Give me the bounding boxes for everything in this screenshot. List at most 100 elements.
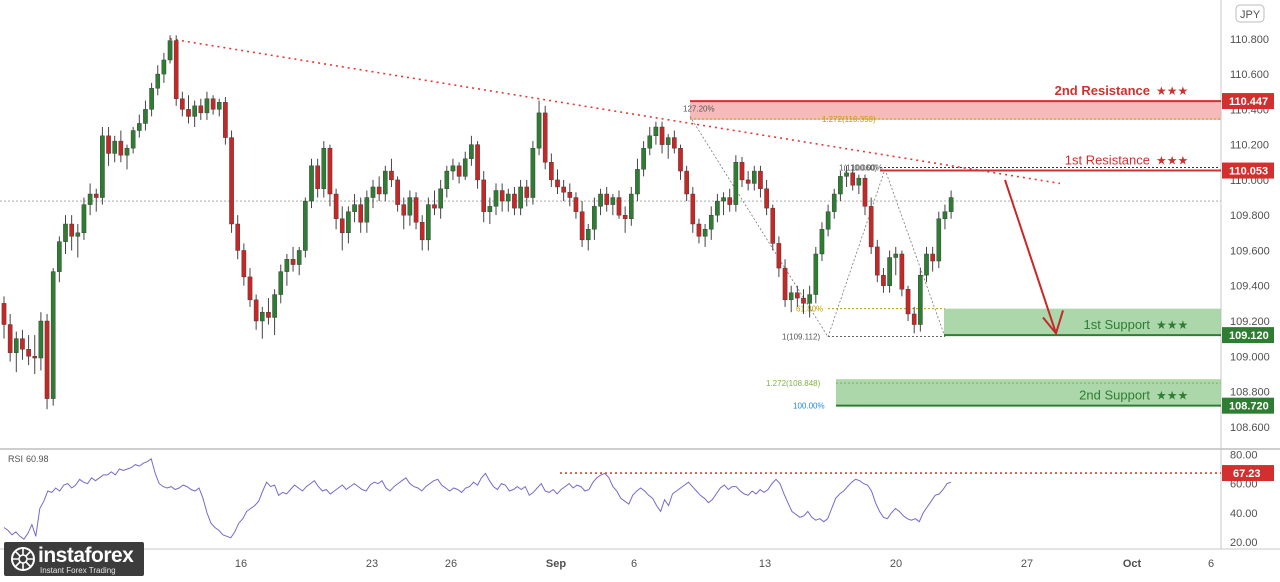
candle: [715, 194, 720, 223]
candle: [684, 165, 689, 202]
candle: [850, 169, 855, 191]
candle: [198, 98, 204, 120]
candle: [223, 97, 228, 145]
candle-body: [899, 253, 905, 290]
candle: [50, 268, 56, 406]
candle-body: [20, 338, 25, 350]
candle-body: [918, 274, 923, 325]
candle: [130, 126, 136, 154]
candle: [536, 100, 542, 156]
candle: [862, 174, 868, 216]
candle-body: [727, 197, 732, 205]
candle-body: [389, 170, 394, 181]
rsi-level-label: 67.23: [1233, 468, 1261, 480]
candle: [69, 215, 74, 251]
candle: [585, 224, 591, 251]
candle: [303, 197, 308, 258]
candle-body: [432, 204, 437, 209]
candle-body: [641, 147, 646, 170]
candle: [905, 285, 911, 322]
candle-body: [844, 172, 849, 177]
candle-body: [672, 137, 677, 149]
candle-body: [745, 179, 751, 184]
candle-body: [315, 165, 320, 189]
candle-body: [44, 320, 50, 399]
candle: [352, 194, 357, 223]
level-price-label: 109.120: [1229, 330, 1269, 342]
candle: [911, 306, 917, 334]
candle-body: [764, 188, 769, 209]
candle: [210, 95, 216, 115]
candle-body: [887, 257, 892, 286]
candle: [192, 100, 197, 127]
candle-body: [524, 186, 530, 198]
candle: [616, 190, 622, 219]
candle: [247, 268, 253, 307]
candle: [333, 188, 339, 230]
candle-body: [702, 229, 708, 237]
candle: [893, 246, 899, 276]
candle: [407, 190, 413, 226]
level-price-tag: [1222, 162, 1274, 179]
rsi-pane: RSI 60.98 67.23: [3, 454, 1274, 540]
candle: [567, 183, 573, 207]
time-tick-label: 16: [235, 558, 247, 570]
candle-body: [383, 170, 388, 195]
candle: [825, 204, 831, 237]
level-name: 1st Support: [1084, 317, 1151, 332]
candle: [266, 298, 271, 325]
candle-body: [924, 253, 929, 276]
candle: [93, 188, 99, 212]
candle-body: [155, 73, 161, 89]
candle: [229, 130, 234, 233]
candle: [426, 197, 431, 251]
candle: [672, 130, 677, 154]
candle-body: [536, 112, 542, 149]
candle: [389, 158, 394, 187]
candle-body: [167, 40, 173, 61]
candle-body: [868, 206, 874, 248]
candle-body: [616, 197, 622, 216]
candle-body: [493, 190, 499, 207]
rsi-value: 60.98: [26, 454, 49, 464]
candles: [1, 35, 954, 410]
candle: [161, 52, 167, 83]
level-stars: ★★★: [1156, 84, 1188, 98]
candle: [918, 268, 923, 332]
candle: [813, 246, 819, 304]
candle-body: [481, 179, 487, 212]
candle-body: [124, 147, 130, 156]
candle-body: [1, 303, 7, 325]
level-text-1: 2nd Resistance ★★★: [1055, 83, 1189, 98]
candle: [887, 250, 892, 293]
candle: [315, 158, 320, 198]
candle: [708, 206, 714, 240]
candle-body: [881, 274, 886, 286]
candle: [512, 186, 517, 216]
candle: [665, 134, 671, 159]
candle-body: [216, 102, 222, 110]
candle-body: [75, 232, 81, 237]
candle: [346, 206, 351, 244]
candle-body: [370, 186, 376, 198]
candle-body: [395, 179, 400, 205]
zone-3: [836, 379, 1221, 406]
price-tick-label: 109.400: [1230, 281, 1270, 293]
candle-body: [247, 276, 253, 301]
candle-body: [450, 165, 456, 172]
candle: [733, 155, 739, 212]
price-tick-label: 110.200: [1230, 140, 1269, 152]
swing-line-3: [884, 169, 946, 338]
currency-badge-text: JPY: [1240, 9, 1261, 21]
candle-body: [555, 179, 560, 188]
candle-body: [333, 193, 339, 219]
candle: [936, 211, 942, 269]
candle: [930, 246, 935, 272]
candle: [629, 186, 634, 226]
candle: [260, 306, 265, 339]
candle-body: [592, 206, 597, 230]
candle-body: [721, 197, 726, 202]
candle: [26, 335, 31, 366]
fib-label: 1(110.060): [839, 164, 877, 173]
rsi-axis: 80.00 60.00 40.00 20.00: [1230, 449, 1258, 549]
